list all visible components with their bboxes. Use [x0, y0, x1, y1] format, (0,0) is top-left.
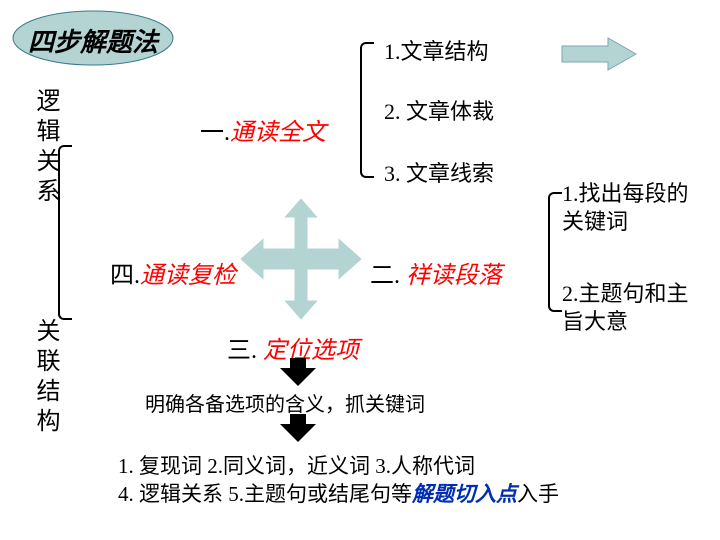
right-item2: 2.主题句和主旨大意	[562, 280, 702, 335]
step2-label: 祥读段落	[400, 263, 502, 289]
step-4: 四.通读复检	[110, 255, 236, 290]
bottom-line2c: 入手	[517, 482, 559, 506]
step1-label: 通读全文	[230, 120, 326, 146]
bottom-line2a: 4. 逻辑关系 5.主题句或结尾句等	[118, 482, 412, 506]
bottom-line2: 4. 逻辑关系 5.主题句或结尾句等解题切入点入手	[118, 478, 559, 508]
bottom-highlight: 解题切入点	[412, 482, 517, 506]
tr-item1: 1.文章结构	[384, 34, 489, 66]
step2-num: 二.	[370, 263, 400, 289]
top-right-bracket	[360, 42, 374, 178]
step-2: 二. 祥读段落	[370, 255, 502, 290]
step3-num: 三.	[227, 338, 257, 364]
left-bracket	[58, 145, 72, 320]
step4-label: 通读复检	[140, 263, 236, 289]
step1-num: 一.	[200, 120, 230, 146]
down-arrow-1-icon	[280, 358, 316, 391]
right-bracket	[548, 192, 562, 312]
tr-item2: 2. 文章体裁	[384, 94, 494, 126]
title-text: 四步解题法	[8, 22, 178, 59]
right-arrow-icon	[560, 34, 640, 79]
down-arrow-2-icon	[280, 414, 316, 447]
step-1: 一.通读全文	[200, 112, 326, 147]
tr-item3: 3. 文章线索	[384, 156, 494, 188]
right-item1: 1.找出每段的关键词	[562, 180, 702, 235]
bottom-line1: 1. 复现词 2.同义词，近义词 3.人称代词	[118, 450, 475, 480]
title-ellipse: 四步解题法	[8, 8, 178, 73]
center-arrow-shape	[236, 194, 366, 329]
left-col-bottom: 关联结构	[28, 318, 63, 438]
mid-text: 明确各备选项的含义，抓关键词	[145, 388, 425, 417]
step4-num: 四.	[110, 263, 140, 289]
